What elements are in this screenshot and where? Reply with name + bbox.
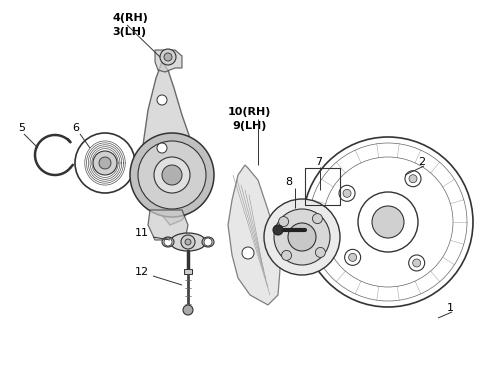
- Text: 12: 12: [135, 267, 149, 277]
- Circle shape: [282, 250, 291, 260]
- Circle shape: [99, 157, 111, 169]
- Circle shape: [312, 214, 323, 224]
- Circle shape: [93, 151, 117, 175]
- Circle shape: [409, 175, 417, 183]
- Circle shape: [413, 259, 420, 267]
- Text: 5: 5: [18, 123, 25, 133]
- Ellipse shape: [202, 237, 214, 247]
- Text: 1: 1: [447, 303, 454, 313]
- Circle shape: [372, 206, 404, 238]
- Circle shape: [242, 247, 254, 259]
- Circle shape: [204, 238, 212, 246]
- Circle shape: [160, 49, 176, 65]
- Text: 9(LH): 9(LH): [232, 121, 266, 131]
- Circle shape: [264, 199, 340, 275]
- Circle shape: [75, 133, 135, 193]
- Bar: [184, 269, 192, 274]
- Circle shape: [157, 95, 167, 105]
- Text: 3(LH): 3(LH): [112, 27, 146, 37]
- Polygon shape: [155, 50, 182, 72]
- Circle shape: [138, 141, 206, 209]
- Text: 11: 11: [135, 228, 149, 238]
- Circle shape: [162, 165, 182, 185]
- Circle shape: [405, 171, 421, 187]
- Circle shape: [164, 238, 172, 246]
- Polygon shape: [228, 165, 280, 305]
- Circle shape: [181, 235, 195, 249]
- Circle shape: [164, 53, 172, 61]
- Circle shape: [273, 225, 283, 235]
- Polygon shape: [148, 210, 188, 240]
- Circle shape: [154, 157, 190, 193]
- Text: 2: 2: [418, 157, 425, 167]
- Circle shape: [183, 305, 193, 315]
- Circle shape: [345, 249, 360, 265]
- Circle shape: [348, 253, 357, 261]
- Text: 7: 7: [315, 157, 322, 167]
- Circle shape: [339, 185, 355, 201]
- Circle shape: [278, 217, 288, 227]
- Text: 4(RH): 4(RH): [112, 13, 148, 23]
- Circle shape: [408, 255, 425, 271]
- Circle shape: [185, 239, 191, 245]
- Circle shape: [157, 143, 167, 153]
- Circle shape: [130, 133, 214, 217]
- Text: 10(RH): 10(RH): [228, 107, 271, 117]
- Circle shape: [274, 209, 330, 265]
- Polygon shape: [143, 62, 198, 225]
- Ellipse shape: [162, 237, 174, 247]
- Circle shape: [288, 223, 316, 251]
- Circle shape: [315, 248, 325, 258]
- Ellipse shape: [170, 233, 206, 251]
- Text: 8: 8: [285, 177, 292, 187]
- Circle shape: [343, 189, 351, 198]
- Text: 6: 6: [72, 123, 79, 133]
